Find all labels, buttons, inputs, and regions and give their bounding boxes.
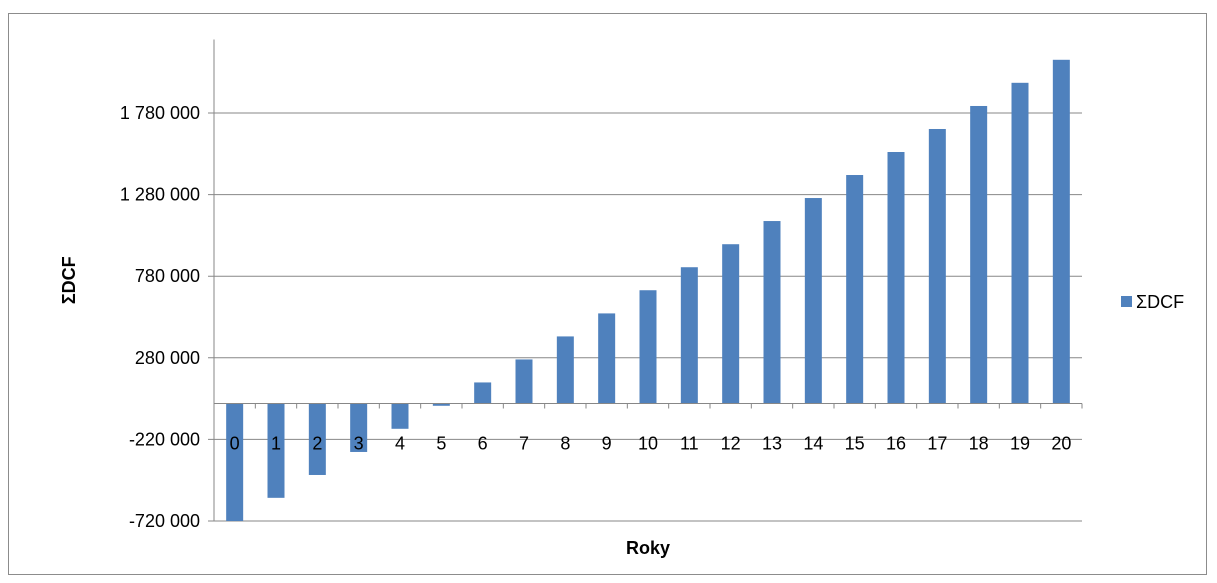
- bar: [556, 336, 574, 404]
- bar: [474, 382, 492, 404]
- x-tick-labels: 0 1 2 3 4 5 6 7 8 9 10 11 12 13 14 15 16 17 18 19 20: [230, 433, 1072, 453]
- bar: [350, 403, 368, 452]
- y-tick-label: 1 280 000: [120, 185, 200, 205]
- bar: [1052, 59, 1070, 404]
- bar: [267, 403, 285, 498]
- y-tick-label: -220 000: [129, 429, 200, 449]
- bar: [432, 403, 450, 406]
- x-tick-label: 8: [560, 433, 570, 453]
- x-tick-label: 2: [312, 433, 322, 453]
- x-tick-label: 14: [803, 433, 823, 453]
- x-tick-label: 10: [638, 433, 658, 453]
- bar: [970, 105, 988, 404]
- bars: [226, 59, 1070, 521]
- y-tick-label: 780 000: [135, 266, 200, 286]
- legend-label: ΣDCF: [1136, 292, 1184, 312]
- bar: [804, 198, 822, 404]
- y-tick-label: 280 000: [135, 348, 200, 368]
- x-tick-label: 18: [969, 433, 989, 453]
- bar: [846, 175, 864, 404]
- axes: [213, 39, 1083, 521]
- bar: [1011, 82, 1029, 404]
- bar: [391, 403, 409, 429]
- bar: [226, 403, 244, 521]
- x-tick-label: 4: [395, 433, 405, 453]
- bar: [308, 403, 326, 475]
- chart-frame: -720 000 -220 000 280 000 780 000 1 280 000 1…: [8, 13, 1207, 575]
- bar: [722, 244, 740, 404]
- bar: [680, 267, 698, 404]
- x-tick-label: 16: [886, 433, 906, 453]
- x-tick-label: 12: [721, 433, 741, 453]
- x-axis-title: Roky: [626, 538, 670, 558]
- x-tick-label: 0: [230, 433, 240, 453]
- bar: [598, 313, 616, 404]
- x-tick-label: 15: [845, 433, 865, 453]
- x-tick-label: 3: [354, 433, 364, 453]
- x-tick-label: 19: [1010, 433, 1030, 453]
- bar: [763, 221, 781, 404]
- x-tick-label: 1: [271, 433, 281, 453]
- x-tick-label: 7: [519, 433, 529, 453]
- legend: ΣDCF: [1121, 292, 1184, 312]
- x-tick-label: 5: [436, 433, 446, 453]
- x-tick-label: 11: [680, 433, 699, 453]
- x-tick-label: 6: [478, 433, 488, 453]
- chart-svg: -720 000 -220 000 280 000 780 000 1 280 000 1…: [59, 39, 1184, 558]
- x-tick-label: 13: [762, 433, 782, 453]
- bar: [515, 359, 533, 404]
- bar: [928, 128, 946, 404]
- y-axis-title: ΣDCF: [59, 256, 79, 304]
- x-tick-label: 17: [927, 433, 947, 453]
- x-tick-label: 20: [1051, 433, 1071, 453]
- x-tick-label: 9: [602, 433, 612, 453]
- y-tick-label: -720 000: [129, 511, 200, 531]
- y-tick-labels: -720 000 -220 000 280 000 780 000 1 280 000 1…: [120, 103, 200, 531]
- bar: [639, 290, 657, 404]
- bar: [887, 152, 905, 404]
- y-tick-label: 1 780 000: [120, 103, 200, 123]
- legend-swatch: [1121, 296, 1132, 307]
